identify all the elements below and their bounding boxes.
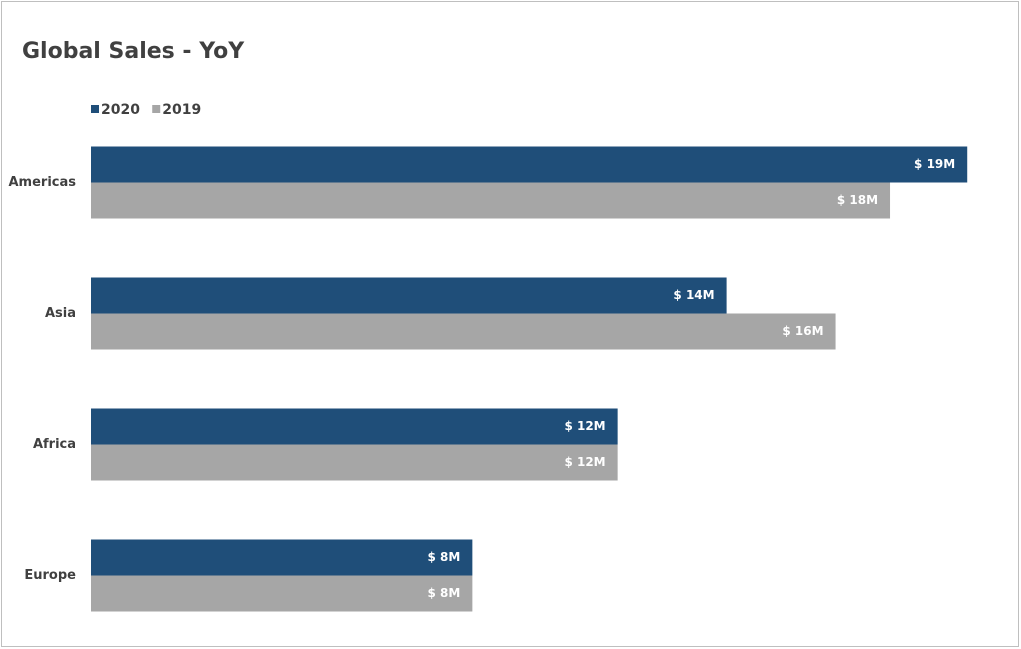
data-label: $ 8M xyxy=(428,550,461,564)
bar xyxy=(91,444,618,481)
chart-title: Global Sales - YoY xyxy=(22,39,245,64)
bar xyxy=(91,277,727,314)
y-tick-label: Europe xyxy=(24,568,76,583)
bar xyxy=(91,408,618,445)
bar xyxy=(91,182,891,219)
legend-label: 2020 xyxy=(101,102,140,118)
y-tick-label: Africa xyxy=(33,437,76,452)
bar xyxy=(91,313,836,350)
data-label: $ 19M xyxy=(914,157,955,171)
legend-label: 2019 xyxy=(162,102,201,118)
legend-swatch xyxy=(91,105,99,113)
bar xyxy=(91,146,968,183)
data-label: $ 8M xyxy=(428,586,461,600)
bar xyxy=(91,575,473,612)
data-label: $ 12M xyxy=(564,419,605,433)
bar xyxy=(91,539,473,576)
data-label: $ 12M xyxy=(564,455,605,469)
y-tick-label: Asia xyxy=(45,306,76,321)
data-label: $ 18M xyxy=(837,193,878,207)
legend-swatch xyxy=(152,105,161,113)
data-label: $ 14M xyxy=(673,288,714,302)
y-tick-label: Americas xyxy=(8,175,76,190)
data-label: $ 16M xyxy=(782,324,823,338)
